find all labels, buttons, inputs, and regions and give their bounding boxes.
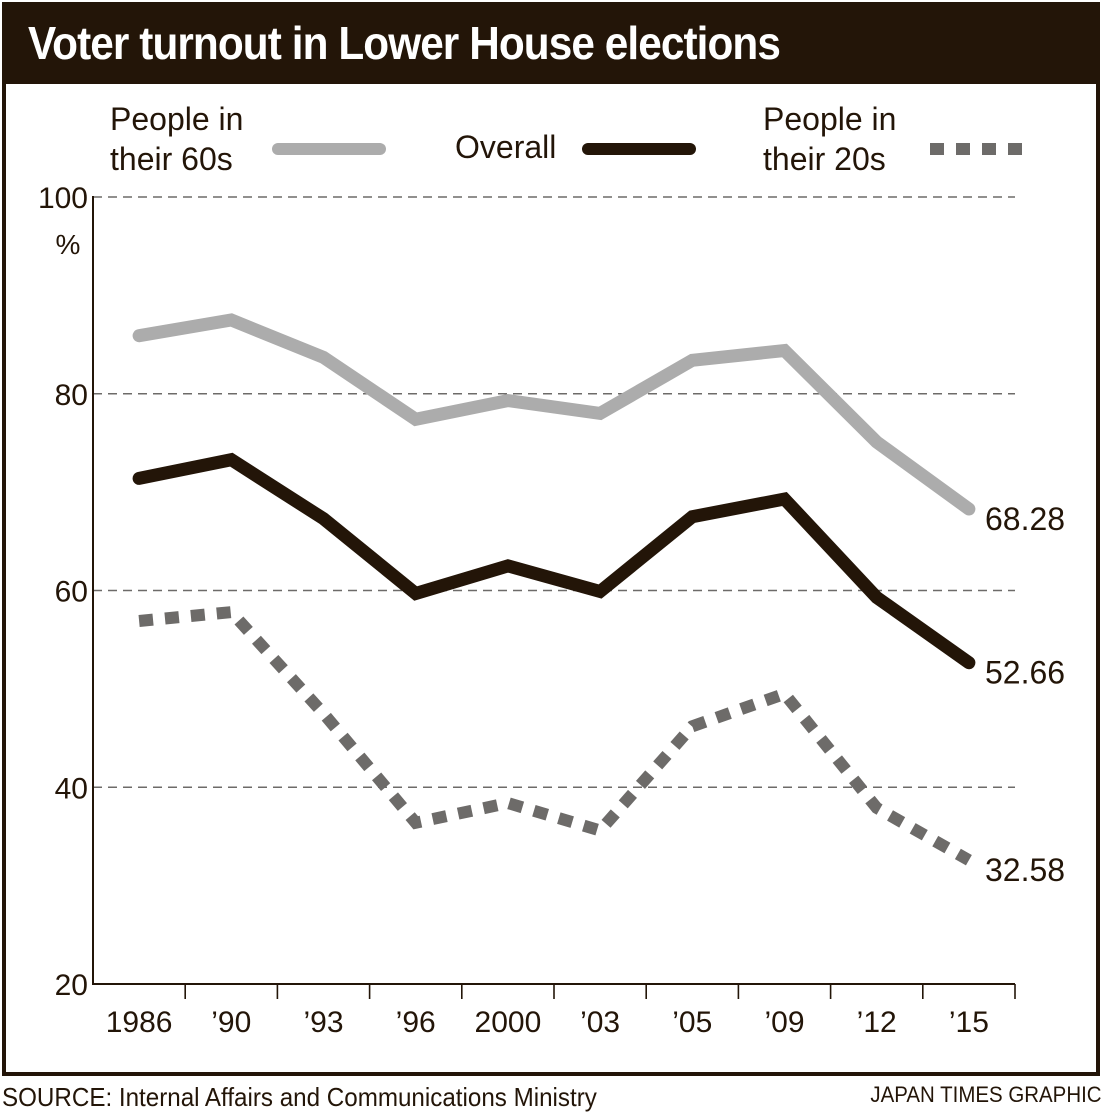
series-line-1 (132, 313, 976, 516)
chart-title: Voter turnout in Lower House elections (28, 17, 781, 69)
y-tick-label: 80 (55, 379, 88, 412)
legend-item: Overall (455, 129, 696, 165)
y-unit-label: % (56, 229, 81, 260)
x-tick-label: ’96 (396, 1006, 436, 1039)
x-tick-label: ’09 (764, 1006, 804, 1039)
legend: People in their 60s Overall People in their … (110, 101, 1032, 177)
end-value-label: 32.58 (985, 852, 1065, 888)
x-tick-label: 1986 (106, 1006, 173, 1039)
legend-label: their 60s (110, 141, 233, 177)
chart-frame: Voter turnout in Lower House elections (2, 2, 1100, 1076)
y-tick-label: 40 (55, 772, 88, 805)
y-tick-label: 100 (38, 182, 88, 215)
x-tick-label: ’90 (211, 1006, 251, 1039)
gridlines (93, 196, 1015, 789)
legend-item: People in their 60s (110, 101, 386, 177)
legend-label: People in (763, 101, 896, 137)
legend-label: Overall (455, 129, 556, 165)
series-line-3 (138, 605, 972, 866)
x-tick-label: ’12 (857, 1006, 897, 1039)
data-labels: 68.28 52.66 32.58 (985, 501, 1065, 888)
x-tick-label: 2000 (475, 1006, 542, 1039)
x-tick-label: ’03 (580, 1006, 620, 1039)
x-tick-label: ’93 (303, 1006, 343, 1039)
series-lines (132, 313, 976, 866)
title-bar: Voter turnout in Lower House elections (6, 6, 1096, 84)
series-line-2 (132, 452, 976, 670)
end-value-label: 52.66 (985, 655, 1065, 691)
x-tick-label: ’05 (672, 1006, 712, 1039)
legend-label: their 20s (763, 141, 886, 177)
graphic-credit: JAPAN TIMES GRAPHIC (870, 1082, 1102, 1107)
legend-item: People in their 20s (763, 101, 1032, 177)
y-tick-label: 60 (55, 576, 88, 609)
source-note: SOURCE: Internal Affairs and Communicati… (2, 1082, 597, 1112)
y-tick-label: 20 (55, 969, 88, 1002)
x-tick-label: ’15 (949, 1006, 989, 1039)
legend-label: People in (110, 101, 243, 137)
axes: 20 40 60 80 100% 1986 ’90 ’93 ’96 2000 ’03 ’05 ’09 ’1… (38, 182, 1016, 1039)
end-value-label: 68.28 (985, 501, 1065, 537)
